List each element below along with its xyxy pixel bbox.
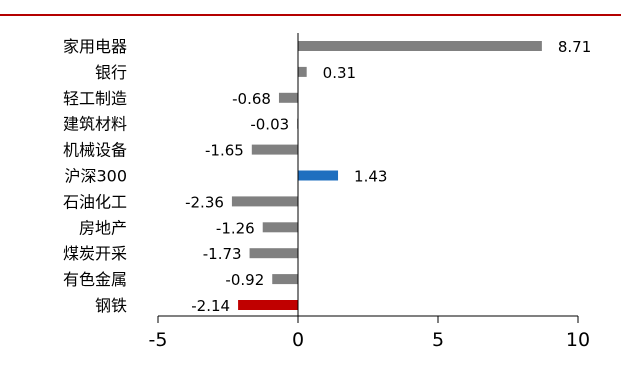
value-label-5: -1.65	[205, 142, 244, 160]
bar-1	[298, 41, 542, 51]
bar-9	[249, 248, 298, 259]
value-label-11: -2.14	[191, 297, 230, 315]
category-label-1: 家用电器	[63, 37, 127, 56]
x-tick-label-4: 10	[566, 329, 590, 351]
bar-6	[298, 170, 339, 181]
value-label-10: -0.92	[225, 271, 264, 289]
bar-11	[238, 300, 298, 310]
bar-5	[251, 144, 298, 155]
category-label-2: 银行	[95, 63, 127, 82]
category-label-3: 轻工制造	[63, 89, 127, 108]
value-label-7: -2.36	[185, 193, 224, 211]
value-label-3: -0.68	[232, 90, 271, 108]
category-label-8: 房地产	[79, 218, 127, 237]
bar-2	[298, 66, 307, 77]
value-label-9: -1.73	[203, 245, 242, 263]
bar-7	[231, 196, 298, 207]
bar-3	[278, 92, 298, 103]
x-tick-label-3: 5	[432, 329, 444, 351]
category-label-10: 有色金属	[63, 270, 127, 289]
category-label-4: 建筑材料	[63, 115, 127, 134]
value-label-8: -1.26	[216, 219, 255, 237]
bar-10	[272, 274, 298, 285]
value-label-1: 8.71	[558, 38, 591, 56]
value-label-6: 1.43	[354, 168, 387, 186]
category-label-11: 钢铁	[95, 296, 127, 315]
category-label-7: 石油化工	[63, 192, 127, 211]
x-tick-label-2: 0	[292, 329, 304, 351]
category-label-6: 沪深300	[64, 167, 127, 186]
value-label-4: -0.03	[250, 116, 289, 134]
x-tick-label-1: -5	[149, 329, 168, 351]
value-label-2: 0.31	[323, 64, 356, 82]
bar-8	[262, 222, 298, 233]
category-label-5: 机械设备	[63, 141, 127, 160]
category-label-9: 煤炭开采	[63, 244, 127, 263]
